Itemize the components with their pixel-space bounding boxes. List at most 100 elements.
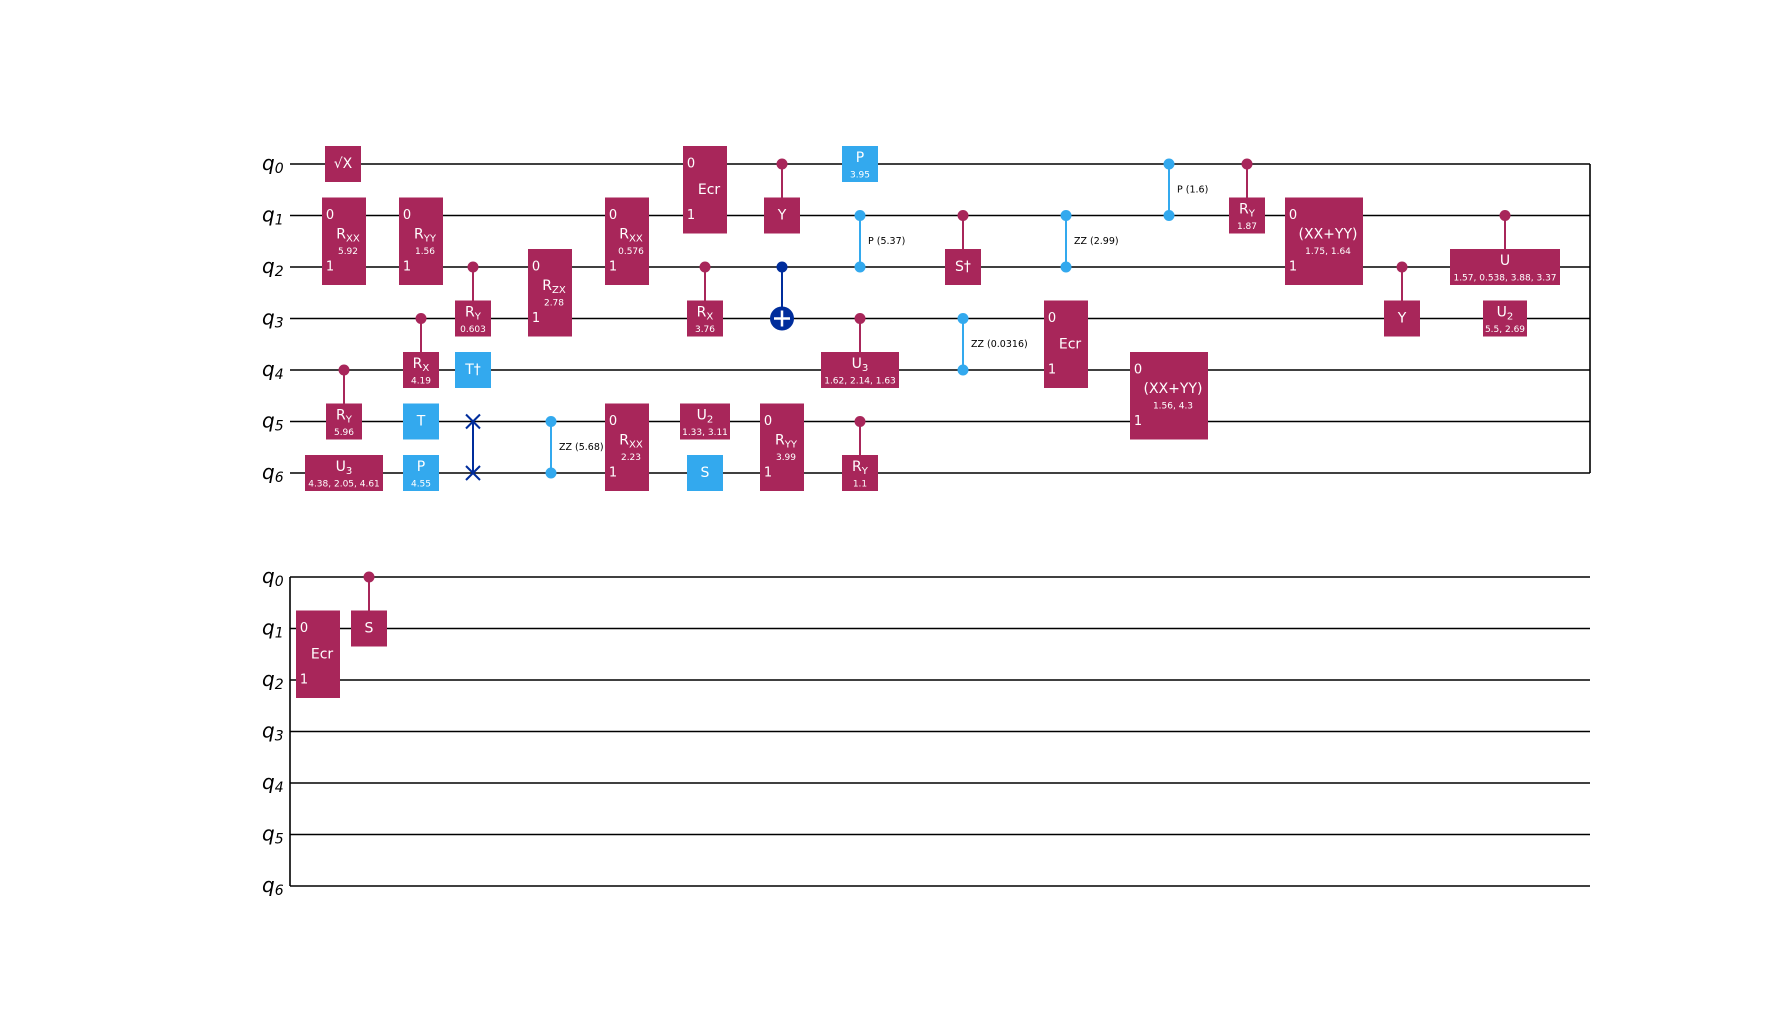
ry-ctrl-q5-q6-box [842,455,878,491]
ry-ctrl-q2-q3-box [455,300,491,337]
gate-sx-q0[interactable]: √X [325,146,361,182]
s-ctrl-q0-q1-box [351,610,387,647]
rzx-q2q3-pin-0: 0 [532,260,540,275]
ry-ctrl-q5-q6-control-dot [854,416,866,427]
gate-s-ctrl-q0-q1[interactable]: S [351,571,387,647]
rxx-q1q2-b-box [605,197,649,285]
gate-rxx-q1q2-b[interactable]: 0 1 RXX 0.576 [605,197,649,286]
ryy-q1q2-label: RYY [414,226,437,244]
u-ctrl-q1-q2-label: U [1500,253,1510,269]
u3-ctrl-q3-q4-label: U3 [852,356,869,374]
s-ctrl-q0-q1-control-dot [363,571,375,583]
gate-xxyy-q4q5[interactable]: 0 1 (XX+YY) 1.56, 4.3 [1130,352,1208,440]
xxyy-q1q2-label: (XX+YY) [1299,226,1358,242]
gate-rxx-q5q6[interactable]: 0 1 RXX 2.23 [605,403,649,492]
gate-ryy-q5q6[interactable]: 0 1 RYY 3.99 [760,403,804,492]
gate-rx-ctrl-q3-q4[interactable]: RX 4.19 [403,313,439,388]
rxx-q1q2-b-label: RXX [619,226,643,244]
gate-rxx-q1q2[interactable]: 0 1 RXX 5.92 [322,197,366,286]
ryy-q1q2-pin-0: 0 [403,208,411,223]
qubit-label-q4: q4 [262,770,284,797]
gate-cx-q2-q3[interactable] [770,261,794,331]
gate-zz-q5q6[interactable]: ZZ (5.68) [545,416,604,479]
gate-y-ctrl-q0-q1[interactable]: Y [764,158,800,234]
zz-q3q4-label: ZZ (0.0316) [971,339,1028,350]
gate-swap-q5q6[interactable] [465,413,481,481]
ecr-q1q2-box [296,610,340,698]
cp-q0q1-dot-a [1163,158,1175,170]
rxx-q5q6-label: RXX [619,432,643,450]
zz-q1q2-dot-b [1060,261,1072,273]
gate-u3-ctrl-q3-q4[interactable]: U3 1.62, 2.14, 1.63 [821,313,899,388]
gate-ryy-q1q2[interactable]: 0 1 RYY 1.56 [399,197,443,286]
y-ctrl-q0-q1-box [764,197,800,234]
zz-q3q4-dot-a [957,313,969,324]
xxyy-q1q2-box [1285,197,1363,285]
rx-ctrl-q2-q3-box [687,300,723,337]
t-q5-label: T [416,414,426,430]
swap-q5q6-cross-0-b [465,413,481,430]
gate-ry-ctrl-q0-q1[interactable]: RY 1.87 [1229,158,1265,234]
ecr-q0q1-pin-1: 1 [687,208,695,223]
gate-cp-q1q2[interactable]: P (5.37) [854,210,906,273]
p-q0-label: P [856,150,864,166]
sdg-ctrl-q1-q2-box [945,249,981,285]
rxx-q1q2-pin-0: 0 [326,208,334,223]
u-ctrl-q1-q2-param: 1.57, 0.538, 3.88, 3.37 [1453,274,1556,284]
ry-ctrl-q2-q3-param: 0.603 [460,325,486,335]
ryy-q1q2-pin-1: 1 [403,260,411,275]
qubit-label-q5: q5 [262,408,284,435]
gate-y-ctrl-q2-q3[interactable]: Y [1384,261,1420,337]
gate-zz-q3q4[interactable]: ZZ (0.0316) [957,313,1028,376]
sdg-ctrl-q1-q2-label: S† [955,259,971,275]
gate-u3-q6[interactable]: U3 4.38, 2.05, 4.61 [305,455,383,491]
gate-ry-ctrl-q2-q3[interactable]: RY 0.603 [455,261,491,337]
gate-tdg-q4[interactable]: T† [455,352,491,388]
ry-ctrl-q4-q5-box [326,403,362,440]
gate-s-q6[interactable]: S [687,455,723,491]
ecr-q3q4-box [1044,300,1088,388]
gate-rx-ctrl-q2-q3[interactable]: RX 3.76 [687,261,723,337]
s-ctrl-q0-q1-label: S [365,621,374,637]
ryy-q5q6-label: RYY [775,432,798,450]
gate-p-q6[interactable]: P 4.55 [403,455,439,491]
gate-zz-q1q2[interactable]: ZZ (2.99) [1060,210,1119,273]
gate-ry-ctrl-q5-q6[interactable]: RY 1.1 [842,416,878,491]
qubit-label-q0: q0 [262,564,284,591]
gate-p-q0[interactable]: P 3.95 [842,146,878,182]
gate-u2-q3[interactable]: U2 5.5, 2.69 [1483,300,1527,337]
tdg-q4-box [455,352,491,388]
cx-q2-q3-control-dot [776,261,788,273]
xxyy-q1q2-param: 1.75, 1.64 [1305,247,1351,257]
p-q0-box [842,146,878,182]
gate-u2-q5[interactable]: U2 1.33, 3.11 [680,403,730,440]
xxyy-q4q5-label: (XX+YY) [1144,381,1203,397]
gate-u-ctrl-q1-q2[interactable]: U 1.57, 0.538, 3.88, 3.37 [1450,210,1560,285]
gate-ry-ctrl-q4-q5[interactable]: RY 5.96 [326,364,362,440]
u-ctrl-q1-q2-control-dot [1499,210,1511,221]
xxyy-q4q5-box [1130,352,1208,440]
s-q6-label: S [701,465,710,481]
gate-cp-q0q1[interactable]: P (1.6) [1163,158,1209,222]
gate-xxyy-q1q2[interactable]: 0 1 (XX+YY) 1.75, 1.64 [1285,197,1363,286]
rx-ctrl-q3-q4-label: RX [413,356,430,374]
rxx-q5q6-param: 2.23 [621,453,641,463]
ry-ctrl-q0-q1-control-dot [1241,158,1253,170]
gate-t-q5[interactable]: T [403,403,439,440]
sx-q0-box [325,146,361,182]
ry-ctrl-q2-q3-control-dot [467,261,479,273]
wires-row-1: q0 q1 q2 q3 q4 q5 q6 [262,151,1591,486]
rxx-q5q6-box [605,403,649,491]
ry-ctrl-q5-q6-param: 1.1 [853,480,867,490]
qubit-label-q1: q1 [262,615,284,642]
zz-q1q2-dot-a [1060,210,1072,221]
gate-sdg-ctrl-q1-q2[interactable]: S† [945,210,981,285]
ryy-q1q2-box [399,197,443,285]
rxx-q5q6-pin-0: 0 [609,414,617,429]
ry-ctrl-q4-q5-control-dot [338,364,350,376]
